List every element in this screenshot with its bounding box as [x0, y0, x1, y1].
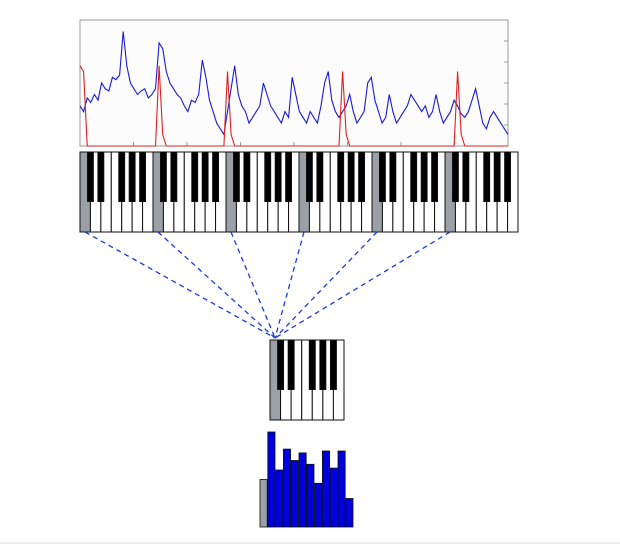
black-key [317, 152, 323, 202]
black-key [98, 152, 104, 202]
chroma-bar [299, 453, 306, 527]
chroma-bar [307, 464, 314, 527]
black-key [452, 152, 458, 202]
black-key [421, 152, 427, 202]
chroma-bar [315, 483, 322, 527]
octave-connector-line [158, 232, 275, 338]
black-key [87, 152, 93, 202]
chroma-bar [322, 451, 329, 527]
black-key [505, 152, 511, 202]
black-key [432, 152, 438, 202]
plot-frame [80, 20, 508, 146]
black-key [278, 340, 284, 390]
black-key [320, 340, 326, 390]
black-key [330, 340, 336, 390]
black-key [171, 152, 177, 202]
spectrum-plot [80, 20, 508, 146]
black-key [244, 152, 250, 202]
black-key [233, 152, 239, 202]
black-key [265, 152, 271, 202]
chroma-bar [330, 468, 337, 527]
chroma-bar [283, 449, 290, 527]
octave-connector-line [231, 232, 275, 338]
black-key [338, 152, 344, 202]
chroma-bar [338, 451, 345, 527]
octave-connector-line [275, 232, 304, 338]
chroma-bar [276, 470, 283, 527]
black-key [484, 152, 490, 202]
chroma-bar-chart [260, 432, 353, 527]
black-key [192, 152, 198, 202]
black-key [411, 152, 417, 202]
piano-keyboard [80, 152, 518, 232]
octave-connectors [85, 232, 450, 338]
black-key [213, 152, 219, 202]
black-key [463, 152, 469, 202]
black-key [119, 152, 125, 202]
black-key [140, 152, 146, 202]
black-key [379, 152, 385, 202]
black-key [288, 340, 294, 390]
chroma-bar [346, 499, 353, 528]
black-key [129, 152, 135, 202]
black-key [494, 152, 500, 202]
black-key [306, 152, 312, 202]
chroma-bar [268, 432, 275, 527]
black-key [309, 340, 315, 390]
black-key [286, 152, 292, 202]
chroma-bar [291, 461, 298, 528]
single-octave-keyboard [270, 340, 344, 420]
black-key [359, 152, 365, 202]
black-key [160, 152, 166, 202]
chroma-bar-reference [260, 480, 267, 528]
black-key [390, 152, 396, 202]
octave-connector-line [85, 232, 275, 338]
black-key [202, 152, 208, 202]
black-key [348, 152, 354, 202]
black-key [275, 152, 281, 202]
